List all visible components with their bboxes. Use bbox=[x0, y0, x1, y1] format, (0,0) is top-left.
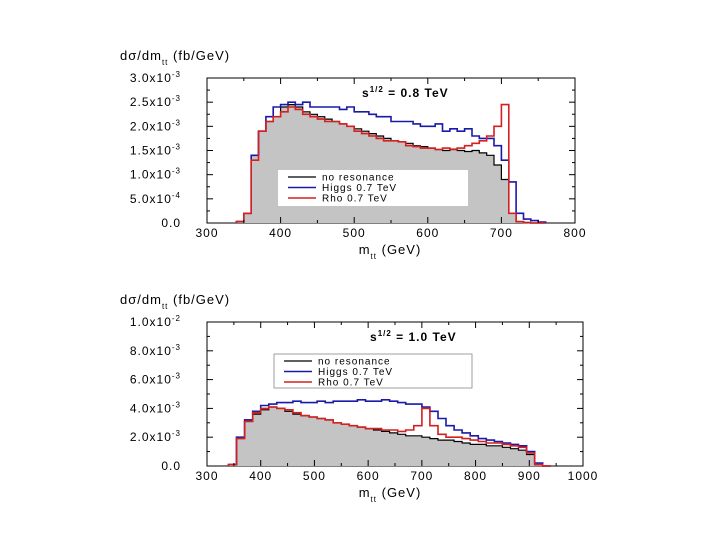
x-axis-label: mtt (GeV) bbox=[359, 485, 422, 504]
x-tick-label: 700 bbox=[490, 226, 513, 240]
x-tick-label: 500 bbox=[343, 226, 366, 240]
y-tick-label: 1.0x10-2 bbox=[130, 314, 181, 329]
y-tick-label: 5.0x10-4 bbox=[130, 191, 181, 206]
y-tick-label: 1.0x10-3 bbox=[130, 167, 181, 182]
x-tick-label: 600 bbox=[416, 226, 439, 240]
series-line-2 bbox=[235, 101, 547, 224]
series-line-3 bbox=[227, 406, 551, 467]
y-axis-label: dσ/dmtt (fb/GeV) bbox=[120, 292, 230, 311]
y-tick-label: 2.0x10-3 bbox=[130, 429, 181, 444]
y-tick-label: 3.0x10-3 bbox=[130, 70, 181, 85]
y-tick-label: 2.0x10-3 bbox=[130, 118, 181, 133]
x-tick-label: 600 bbox=[357, 469, 380, 483]
legend-label-1: no resonance bbox=[318, 357, 391, 368]
x-tick-label: 800 bbox=[563, 226, 586, 240]
x-axis-label: mtt (GeV) bbox=[359, 242, 422, 261]
x-tick-label: 400 bbox=[269, 226, 292, 240]
legend-label-2: Higgs 0.7 TeV bbox=[318, 367, 393, 378]
x-tick-label: 500 bbox=[303, 469, 326, 483]
series-fill-1 bbox=[228, 407, 551, 466]
y-axis-label: dσ/dmtt (fb/GeV) bbox=[120, 48, 230, 67]
legend-label-3: Rho 0.7 TeV bbox=[322, 194, 388, 205]
energy-annotation: s1/2 = 1.0 TeV bbox=[370, 329, 457, 344]
x-tick-label: 300 bbox=[195, 469, 218, 483]
y-tick-label: 6.0x10-3 bbox=[130, 372, 181, 387]
legend-label-1: no resonance bbox=[322, 173, 395, 184]
x-tick-label: 700 bbox=[410, 469, 433, 483]
x-tick-label: 800 bbox=[464, 469, 487, 483]
y-tick-label: 8.0x10-3 bbox=[130, 343, 181, 358]
y-tick-label: 0.0 bbox=[161, 216, 181, 230]
chart-panel-1: 300 400 500 600 700 800 0.0 5.0x10-4 1.0x10-3 1.5… bbox=[120, 48, 586, 261]
x-tick-label: 1000 bbox=[568, 469, 599, 483]
y-tick-label: 2.5x10-3 bbox=[130, 94, 181, 109]
chart-panel-2: 300 400 500 600 700 800 900 1000 0.0 2.0x10-3 4.0x… bbox=[120, 292, 599, 504]
x-tick-label: 400 bbox=[249, 469, 272, 483]
x-tick-label: 300 bbox=[195, 226, 218, 240]
y-tick-label: 4.0x10-3 bbox=[130, 400, 181, 415]
series-line-3 bbox=[235, 103, 546, 224]
energy-annotation: s1/2 = 0.8 TeV bbox=[362, 85, 449, 100]
legend-label-3: Rho 0.7 TeV bbox=[318, 378, 384, 389]
y-tick-label: 1.5x10-3 bbox=[130, 143, 181, 158]
x-tick-label: 900 bbox=[518, 469, 541, 483]
y-tick-label: 0.0 bbox=[161, 459, 181, 473]
legend-label-2: Higgs 0.7 TeV bbox=[322, 183, 397, 194]
